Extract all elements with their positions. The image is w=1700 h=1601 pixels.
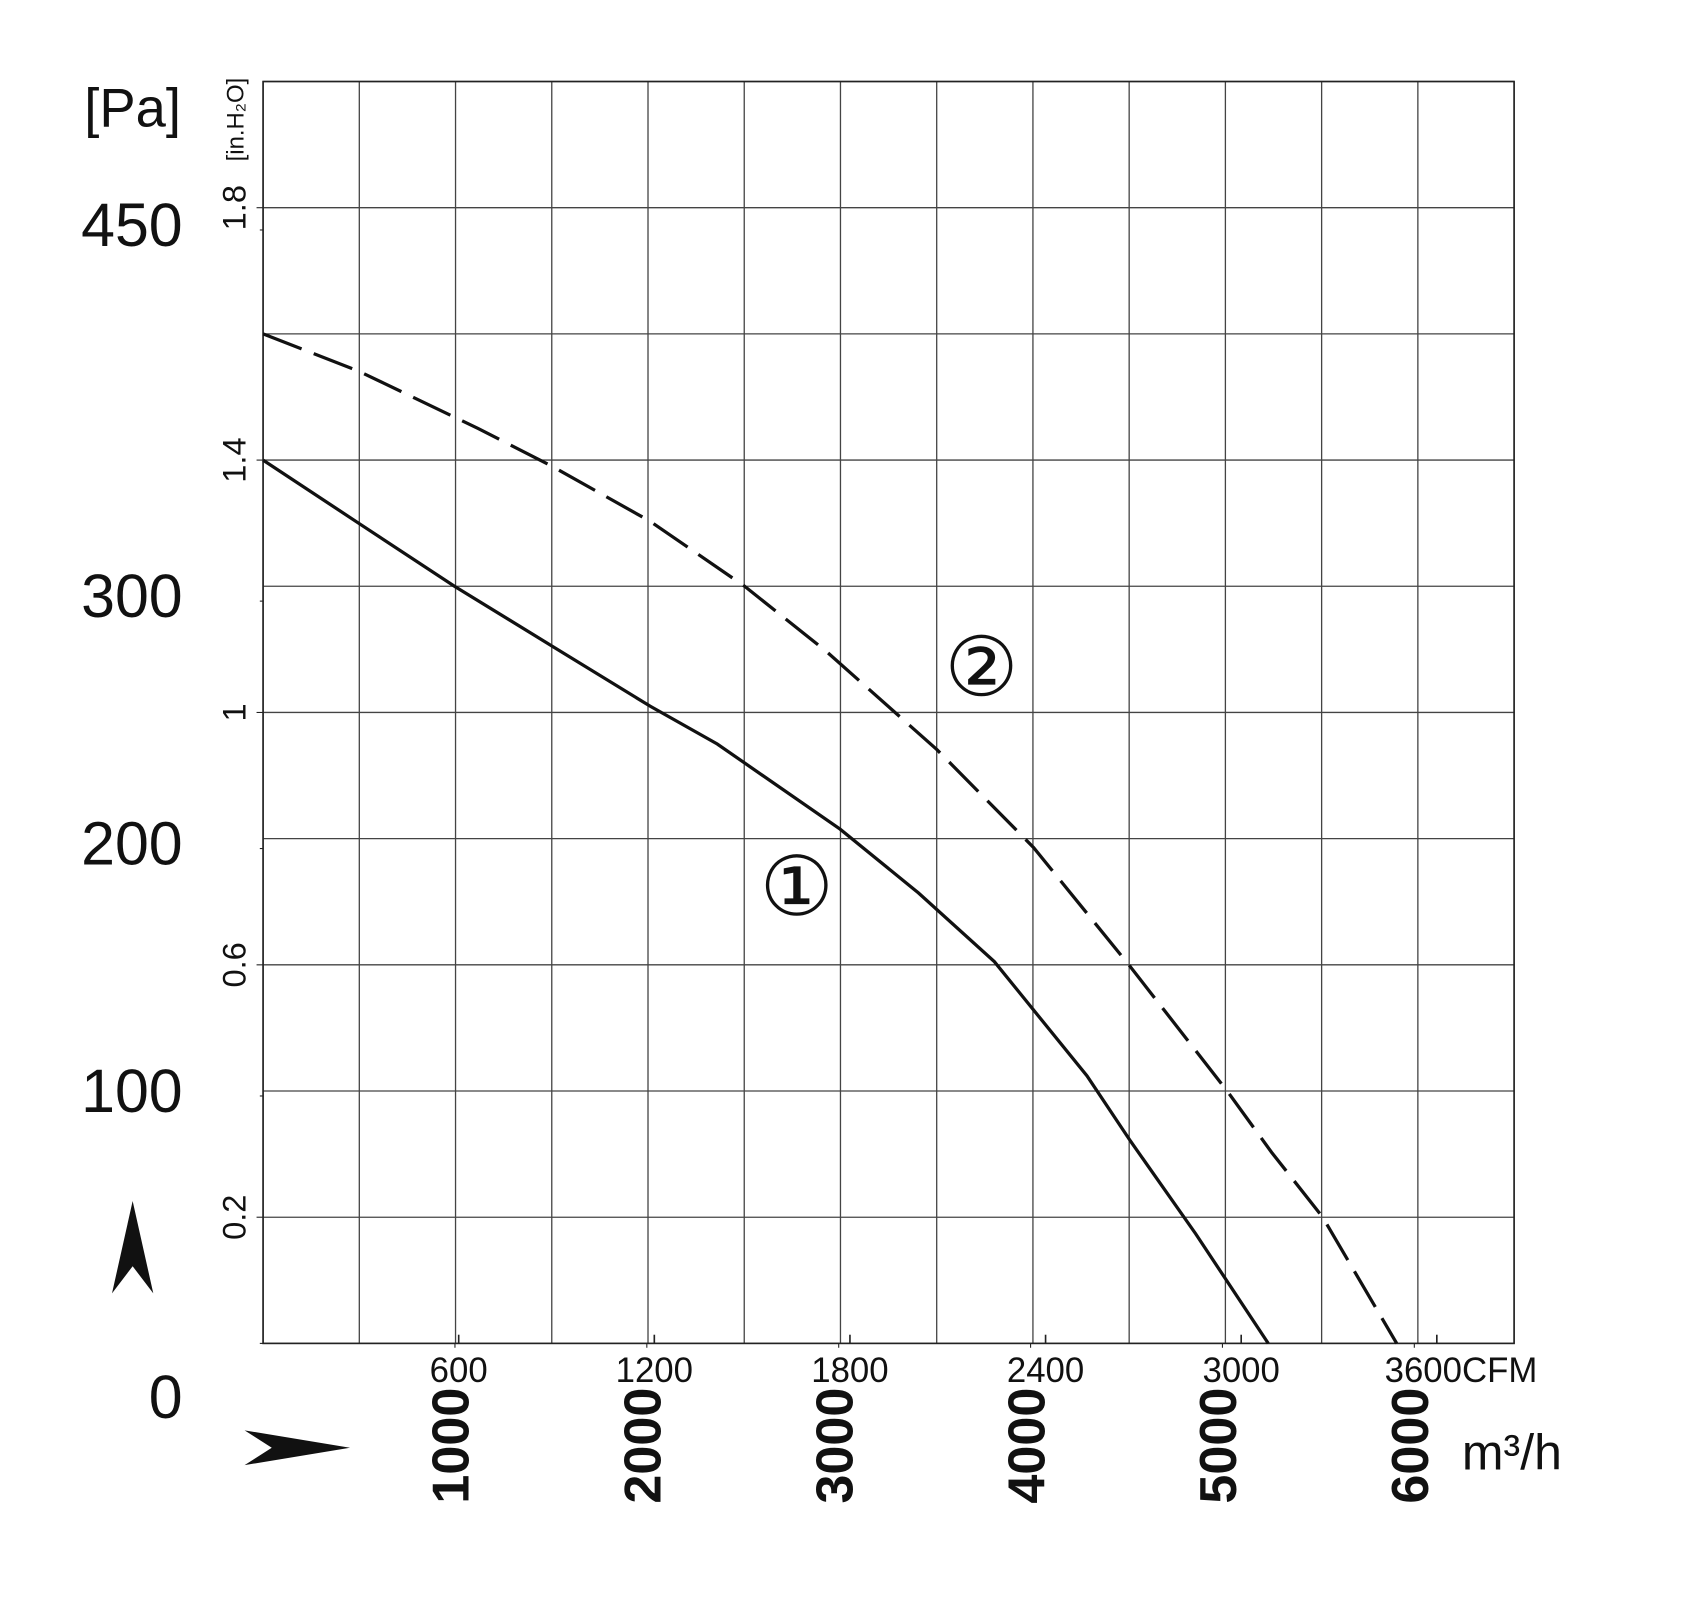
x-tick-label: 3600CFM: [1385, 1352, 1538, 1390]
x2-tick-label: 3000: [806, 1388, 864, 1504]
x2-tick-label: 6000: [1382, 1388, 1440, 1504]
x2-tick-label: 2000: [615, 1388, 673, 1504]
y-tick-label: 1: [216, 703, 253, 721]
x-tick-label: 1800: [811, 1352, 888, 1390]
x2-axis-label: m³/h: [1462, 1425, 1562, 1481]
y-axis-label: [in.H₂O]: [222, 78, 249, 162]
y2-tick-label: 450: [81, 191, 183, 259]
y2-tick-label: 100: [81, 1057, 183, 1125]
x-tick-label: 2400: [1007, 1352, 1084, 1390]
y-tick-label: 0.6: [216, 942, 253, 987]
x-tick-label: 600: [430, 1352, 488, 1390]
y2-tick-label: 300: [81, 562, 183, 630]
y2-tick-label: 200: [81, 810, 183, 878]
x2-tick-label: 4000: [998, 1388, 1056, 1504]
x2-tick-label: 5000: [1190, 1388, 1248, 1504]
curve-label: ①: [760, 839, 834, 935]
y-tick-label: 1.8: [216, 185, 253, 230]
x-arrow: [244, 1430, 351, 1466]
x-tick-label: 1200: [616, 1352, 693, 1390]
y-arrow: [111, 1201, 154, 1294]
x-tick-label: 3000: [1203, 1352, 1280, 1390]
y2-tick-label: 0: [149, 1363, 183, 1431]
curve-label: ②: [944, 619, 1018, 715]
curve: [262, 458, 1270, 1345]
y2-axis-label: [Pa]: [84, 77, 181, 138]
y-tick-label: 1.4: [216, 437, 253, 482]
y-tick-label: 0.2: [216, 1195, 253, 1240]
x2-tick-label: 1000: [423, 1388, 481, 1504]
curve: [262, 332, 1399, 1345]
